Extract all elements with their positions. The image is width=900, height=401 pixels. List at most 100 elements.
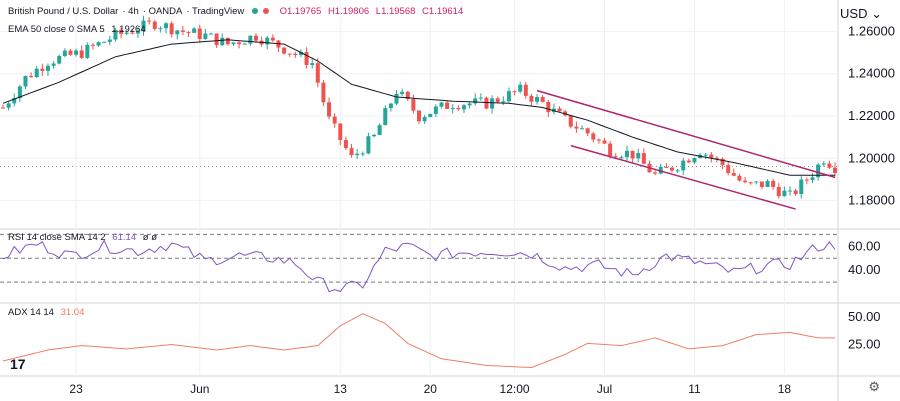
adx-tick-label: 25.00 [848,337,881,352]
candle-body [788,190,793,192]
candle-body [776,186,781,197]
candle-body [490,98,495,109]
candle-body [175,30,180,35]
platform: TradingView [192,6,245,17]
candle-body [383,108,388,126]
candle-body [456,108,461,110]
candle-body [411,99,416,111]
rsi-legend[interactable]: RSI 14 close SMA 14 2 61.14 ø ø [8,232,161,243]
status-dot-up [251,8,258,15]
candlestick-series [1,15,837,199]
price-tick-label: 1.20000 [848,150,895,165]
candle-body [366,136,371,154]
candle-body [467,103,472,106]
candle-body [338,123,343,141]
exchange: OANDA [148,6,183,17]
candle-body [501,101,506,103]
time-tick-label: 11 [688,382,701,396]
candle-body [141,20,146,32]
candle-body [461,105,466,110]
candle-body [613,156,618,158]
candle-body [372,134,377,137]
candle-body [315,63,320,83]
candle-body [45,65,50,71]
candle-body [405,91,410,100]
candle-body [107,39,112,42]
low-value: L1.19568 [375,6,416,17]
candle-body [754,181,759,183]
adx-pane [2,313,835,369]
settings-icon[interactable]: ⚙ [868,379,880,394]
candle-body [51,63,56,66]
candle-body [827,163,832,168]
currency-selector[interactable]: USD ⌄ [840,6,882,22]
channel-upper-line [536,89,836,179]
candle-body [253,35,258,41]
currency-label: USD [840,6,868,21]
candle-body [124,32,129,34]
candle-body [85,44,90,58]
ema50-line [2,39,835,176]
candle-body [377,125,382,135]
candle-body [287,53,292,55]
price-tick-label: 1.22000 [848,108,895,123]
candle-body [119,29,124,34]
candle-body [433,106,438,114]
adx-legend[interactable]: ADX 14 14 31.04 [8,307,88,318]
candle-body [164,23,169,29]
candle-body [771,180,776,187]
candle-body [681,160,686,171]
candle-body [135,31,140,34]
candle-body [821,163,826,165]
candle-body [585,128,590,134]
candle-body [231,42,236,45]
candle-body [428,113,433,118]
candle-body [343,140,348,149]
adx-line [2,313,835,369]
candle-body [321,82,326,103]
candle-body [1,107,5,109]
interval[interactable]: 4h [128,6,139,17]
candle-body [203,33,208,39]
candle-body [799,179,804,195]
high-value: H1.19806 [327,6,370,17]
price-tick-label: 1.18000 [848,193,895,208]
symbol-legend[interactable]: British Pound / U.S. Dollar · 4h · OANDA · … [8,6,464,17]
close-value: C1.19614 [422,6,464,17]
candle-body [96,42,101,46]
candle-body [152,21,157,29]
candle-body [265,37,270,45]
candle-body [209,33,213,35]
candle-body [630,150,635,159]
candle-body [450,108,455,110]
ema-legend[interactable]: EMA 50 close 0 SMA 5 1.19264 [8,24,150,35]
candle-body [557,108,562,112]
status-dot-down [262,8,269,15]
candle-body [388,103,393,109]
symbol-name: British Pound / U.S. Dollar [8,6,119,17]
candle-body [304,52,309,65]
candle-body [518,84,523,92]
time-tick-label: 13 [334,382,348,396]
candle-body [743,180,748,183]
time-tick-label: 23 [69,382,83,396]
candle-body [523,84,528,96]
candle-body [62,50,67,56]
candle-body [512,91,517,93]
candle-body [731,173,736,176]
rsi-tick-label: 40.00 [848,262,881,277]
time-tick-label: 20 [424,382,438,396]
price-tick-label: 1.26000 [848,23,895,38]
candle-body [394,94,399,104]
time-tick-label: Jun [190,382,209,396]
candle-body [79,50,84,58]
open-value: O1.19765 [279,6,322,17]
candle-body [619,157,624,159]
candle-body [197,28,202,39]
candle-body [242,43,247,45]
candle-body [6,103,11,108]
candle-body [726,165,731,174]
candle-body [220,37,225,46]
